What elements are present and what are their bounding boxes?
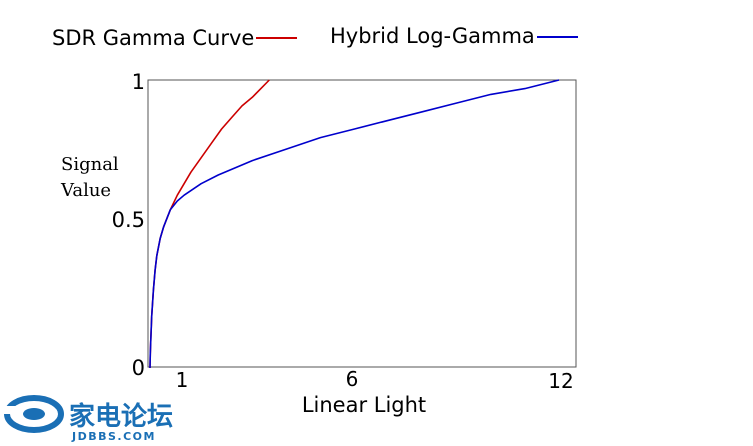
plot-area [147,79,577,368]
y-tick-label: 1 [132,70,145,94]
watermark-swirl-icon [2,395,64,433]
watermark-text-url: JDBBS.COM [71,430,156,443]
y-axis-label-line-1: Signal [61,154,119,175]
y-ticks: 1 0.5 0 [112,70,145,380]
x-tick-label: 1 [176,368,189,392]
legend: SDR Gamma Curve Hybrid Log-Gamma [52,24,578,50]
y-tick-label: 0 [132,356,145,380]
x-axis-label: Linear Light [302,393,426,417]
series-group [149,79,560,369]
x-tick-label: 6 [346,367,359,391]
x-tick-label: 12 [548,369,573,393]
y-axis-label: Signal Value [60,154,119,201]
series-line-hybrid-log-gamma [149,79,560,369]
watermark-text-cn: 家电论坛 [69,401,173,432]
legend-label-hlg: Hybrid Log-Gamma [330,24,535,48]
legend-label-sdr: SDR Gamma Curve [52,26,254,50]
y-tick-label: 0.5 [112,208,145,232]
watermark: 家电论坛 JDBBS.COM [2,395,173,443]
y-axis-label-line-2: Value [60,180,111,201]
x-ticks: 1 6 12 [176,367,574,393]
